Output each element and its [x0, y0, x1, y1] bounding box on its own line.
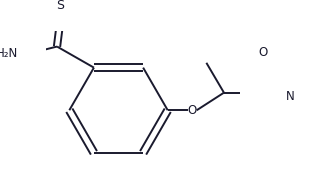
- Text: O: O: [325, 145, 326, 158]
- Text: O: O: [188, 104, 197, 117]
- Text: S: S: [56, 0, 65, 12]
- Text: H₂N: H₂N: [0, 47, 18, 60]
- Text: N: N: [286, 90, 295, 103]
- Text: O: O: [258, 46, 267, 59]
